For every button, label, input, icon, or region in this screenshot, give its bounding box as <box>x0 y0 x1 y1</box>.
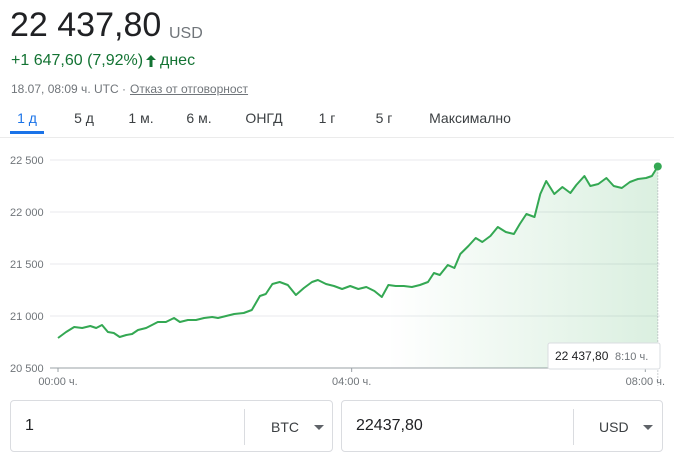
range-tab[interactable]: ОНГД <box>245 110 283 126</box>
x-tick-label: 08:00 ч. <box>626 376 665 388</box>
divider <box>244 409 245 445</box>
x-tick-label: 00:00 ч. <box>38 376 77 388</box>
y-tick-label: 20 500 <box>10 363 44 375</box>
current-point <box>653 162 662 171</box>
y-tick-label: 22 000 <box>10 207 44 219</box>
dropdown-caret[interactable] <box>643 425 653 430</box>
area <box>58 166 658 368</box>
range-tab[interactable]: 1 г <box>318 110 336 126</box>
amount-field[interactable]: 1 BTC <box>10 400 333 452</box>
to-currency[interactable]: USD <box>599 419 629 435</box>
currency: USD <box>169 25 203 42</box>
divider <box>573 409 574 445</box>
timestamp: 18.07, 08:09 ч. UTC · <box>11 82 126 96</box>
tooltip-box <box>547 342 661 370</box>
amount[interactable]: 1 <box>25 417 34 434</box>
range-tab[interactable]: 5 г <box>375 110 393 126</box>
tooltip-time: 8:10 ч. <box>615 351 648 363</box>
from-currency[interactable]: BTC <box>271 419 299 435</box>
chart: 20 500 21 000 21 500 22 000 22 500 00:00 ч. 04… <box>10 155 665 388</box>
tooltip-price: 22 437,80 <box>555 349 609 363</box>
range-tab[interactable]: Максимално <box>429 110 511 126</box>
range-tab[interactable]: 6 м. <box>186 110 212 126</box>
y-tick-label: 22 500 <box>10 155 44 167</box>
separator <box>0 137 674 138</box>
result[interactable]: 22437,80 <box>356 417 423 434</box>
y-tick-label: 21 000 <box>10 311 44 323</box>
disclaimer-link[interactable]: Отказ от отговорност <box>130 82 249 96</box>
active-tab-indicator <box>10 131 44 134</box>
change: +1 647,60 (7,92%) <box>11 52 144 69</box>
range-tab[interactable]: 1 д <box>17 110 37 126</box>
result-field[interactable]: 22437,80 USD <box>341 400 663 452</box>
dropdown-caret[interactable] <box>314 425 324 430</box>
range-tab[interactable]: 1 м. <box>128 110 154 126</box>
x-tick-label: 04:00 ч. <box>332 376 371 388</box>
period: днес <box>160 52 196 69</box>
up-arrow <box>146 55 156 67</box>
price: 22 437,80 <box>10 6 162 44</box>
range-tab[interactable]: 5 д <box>74 110 94 126</box>
y-tick-label: 21 500 <box>10 259 44 271</box>
price-line <box>57 165 659 339</box>
